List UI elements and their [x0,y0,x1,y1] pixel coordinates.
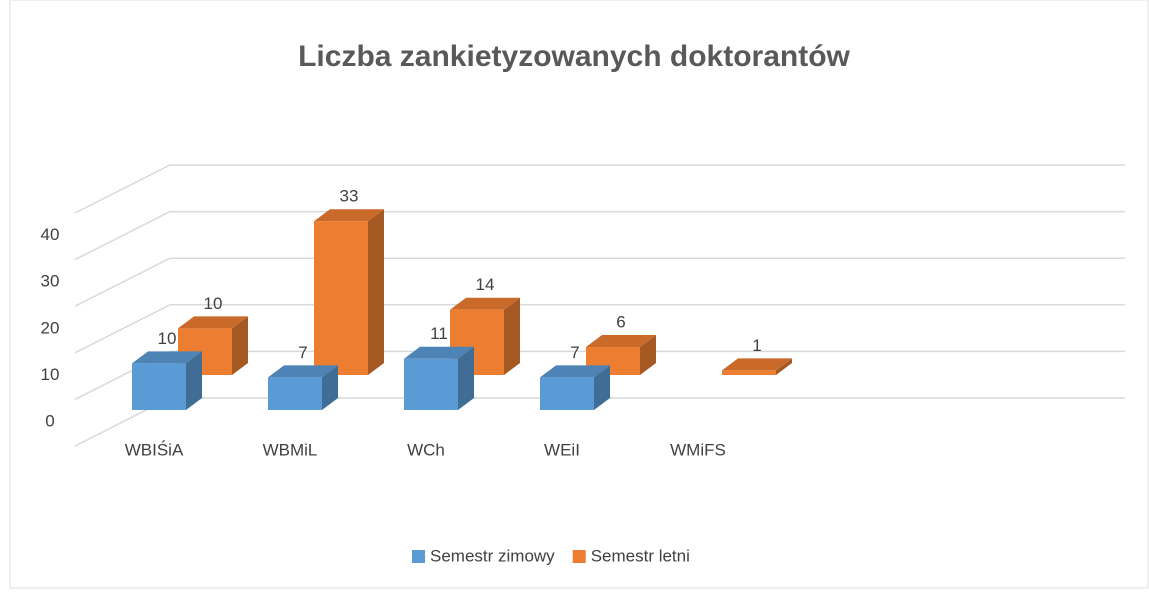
bar [404,358,458,410]
bar-side [186,351,202,410]
x-tick-label: WBIŚiA [125,440,184,459]
bar-side [368,209,384,375]
bar-top [586,335,656,348]
data-label: 33 [340,187,359,206]
bar [314,221,368,375]
data-label: 1 [752,336,761,355]
legend-swatch [412,550,425,563]
grid-line [74,210,171,261]
x-tick-label: WBMiL [263,440,318,459]
bar-top [178,316,248,329]
bar-side [594,365,610,410]
bar-top [540,365,610,378]
data-label: 7 [570,343,579,362]
data-label: 10 [158,329,177,348]
data-label: 10 [204,294,223,313]
bar-side [640,335,656,375]
bar-side [504,297,520,375]
bar-top [722,358,792,371]
grid-line [74,164,171,214]
legend-label: Semestr letni [591,546,690,565]
y-tick-label: 20 [41,318,60,337]
x-tick-label: WCh [407,440,445,459]
grid-line [74,257,171,307]
chart-border [9,0,1149,589]
x-tick-label: WMiFS [670,440,726,459]
data-label: 7 [298,343,307,362]
bar [268,377,322,410]
bar-top [404,346,474,359]
y-tick-label: 30 [41,272,60,291]
bar-top [314,209,384,222]
chart-title: Liczba zankietyzowanych doktorantów [298,40,850,73]
bar-top [268,365,338,378]
bar-side [232,316,248,375]
bar [722,370,776,375]
data-label: 11 [430,324,448,343]
bar-side [322,365,338,410]
x-tick-label: WEiI [544,440,580,459]
bar [540,377,594,410]
bar [132,363,186,410]
y-tick-label: 0 [45,411,54,430]
bar-side [776,358,792,375]
legend-swatch [572,550,586,563]
bar-top [132,351,202,364]
y-tick-label: 10 [41,365,60,384]
grid-line [74,304,171,354]
bar-top [450,297,520,310]
y-tick-label: 40 [41,225,60,244]
bar-side [458,346,474,410]
data-label: 6 [616,313,625,332]
data-label: 14 [476,275,495,294]
legend-label: Semestr zimowy [430,546,555,565]
